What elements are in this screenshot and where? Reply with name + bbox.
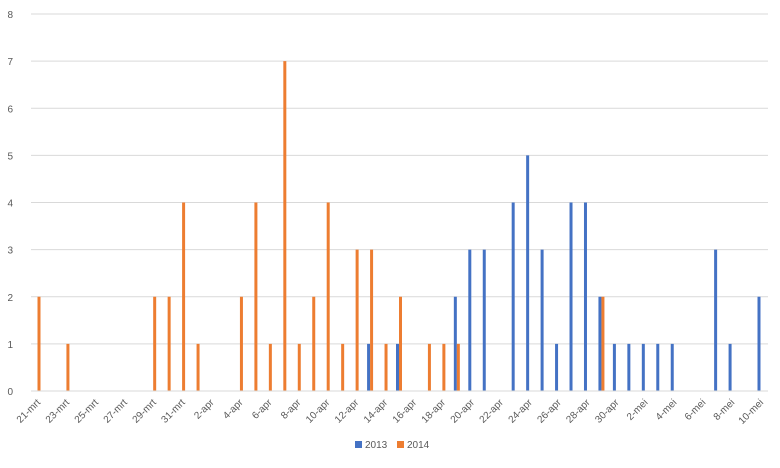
x-tick-label: 10-mei — [737, 397, 766, 426]
bar-2013-27-apr — [569, 202, 573, 391]
legend-label-2013: 2013 — [365, 440, 388, 451]
y-tick-label: 0 — [7, 387, 13, 398]
x-tick-label: 25-mrt — [73, 397, 101, 425]
bar-2014-15-apr — [399, 296, 402, 391]
x-tick-label: 14-apr — [362, 397, 391, 426]
bar-2013-28-apr — [583, 202, 587, 391]
x-tick-label: 16-apr — [391, 397, 420, 426]
x-tick-label: 28-apr — [564, 397, 593, 426]
bar-2014-19-apr — [456, 343, 460, 391]
legend-swatch-2013 — [355, 441, 362, 448]
x-tick-label: 20-apr — [449, 397, 478, 426]
x-tick-label: 29-mrt — [131, 397, 159, 425]
x-tick-label: 21-mrt — [15, 397, 43, 425]
x-tick-label: 2-apr — [192, 397, 217, 422]
x-tick-label: 8-apr — [279, 397, 304, 422]
bar-2013-7-mei — [714, 249, 718, 391]
bar-2013-24-apr — [526, 155, 530, 391]
bar-2013-4-mei — [670, 343, 674, 391]
bar-2014-23-mrt — [66, 343, 70, 391]
bar-2014-29-mrt — [153, 296, 157, 391]
x-tick-label: 6-mei — [683, 397, 708, 422]
bar-2013-3-mei — [656, 343, 660, 391]
y-tick-label: 6 — [7, 104, 13, 115]
bar-2014-1-apr — [196, 343, 200, 391]
bar-2013-26-apr — [555, 343, 559, 391]
x-tick-label: 4-mei — [654, 397, 679, 422]
x-tick-label: 8-mei — [712, 397, 737, 422]
x-tick-label: 10-apr — [304, 397, 333, 426]
bar-2014-4-apr — [239, 296, 243, 391]
legend: 2013 2014 — [355, 440, 430, 451]
bar-2013-2-mei — [641, 343, 645, 391]
bar-2013-20-apr — [468, 249, 472, 391]
x-tick-label: 18-apr — [420, 397, 449, 426]
bar-2014-18-apr — [442, 343, 446, 391]
x-tick-label: 6-apr — [250, 397, 275, 422]
bar-2014-7-apr — [283, 61, 287, 391]
x-tick-label: 30-apr — [593, 397, 622, 426]
x-axis-ticks: 21-mrt 23-mrt 25-mrt 27-mrt 29-mrt 31-mrt 2-ap… — [15, 397, 766, 427]
bar-2014-11-apr — [341, 343, 345, 391]
bar-2014-17-apr — [427, 343, 431, 391]
bar-2013-25-apr — [540, 249, 544, 391]
bar-2014-21-mrt — [37, 296, 41, 391]
bar-2014-31-mrt — [182, 202, 186, 391]
bars — [37, 61, 761, 391]
legend-swatch-2014 — [397, 441, 404, 448]
bar-2014-13-apr — [370, 249, 374, 391]
bar-2013-1-mei — [627, 343, 631, 391]
y-tick-label: 2 — [7, 293, 13, 304]
bar-2014-8-apr — [297, 343, 301, 391]
x-tick-label: 27-mrt — [102, 397, 130, 425]
bar-2013-15-apr — [396, 343, 399, 391]
x-tick-label: 24-apr — [507, 397, 536, 426]
y-axis-ticks: 0 1 2 3 4 5 6 7 8 — [7, 10, 13, 398]
x-tick-label: 4-apr — [221, 397, 246, 422]
x-tick-label: 12-apr — [333, 397, 362, 426]
bar-2013-10-mei — [757, 296, 761, 391]
x-tick-label: 26-apr — [535, 397, 564, 426]
y-tick-label: 1 — [7, 340, 13, 351]
x-tick-label: 31-mrt — [160, 397, 188, 425]
y-tick-label: 8 — [7, 10, 13, 21]
bar-2014-5-apr — [254, 202, 258, 391]
bar-2014-10-apr — [326, 202, 330, 391]
x-tick-label: 22-apr — [478, 397, 507, 426]
bar-2013-29-apr — [598, 296, 602, 391]
bar-2013-19-apr — [453, 296, 457, 391]
bar-2013-21-apr — [482, 249, 486, 391]
bar-2014-12-apr — [355, 249, 359, 391]
legend-label-2014: 2014 — [407, 440, 430, 451]
y-tick-label: 4 — [7, 199, 13, 210]
bar-2013-30-apr — [612, 343, 616, 391]
bar-2013-8-mei — [728, 343, 732, 391]
bar-2014-14-apr — [384, 343, 388, 391]
bar-2014-9-apr — [312, 296, 316, 391]
x-tick-label: 23-mrt — [44, 397, 72, 425]
bar-2013-13-apr — [367, 343, 371, 391]
y-tick-label: 7 — [7, 57, 13, 68]
y-tick-label: 5 — [7, 151, 13, 162]
y-tick-label: 3 — [7, 246, 13, 257]
bar-2014-30-mrt — [167, 296, 171, 391]
bar-2014-29-apr — [601, 296, 605, 391]
bar-2014-6-apr — [268, 343, 272, 391]
gridlines — [31, 13, 768, 345]
bar-2013-23-apr — [511, 202, 515, 391]
x-tick-label: 2-mei — [625, 397, 650, 422]
